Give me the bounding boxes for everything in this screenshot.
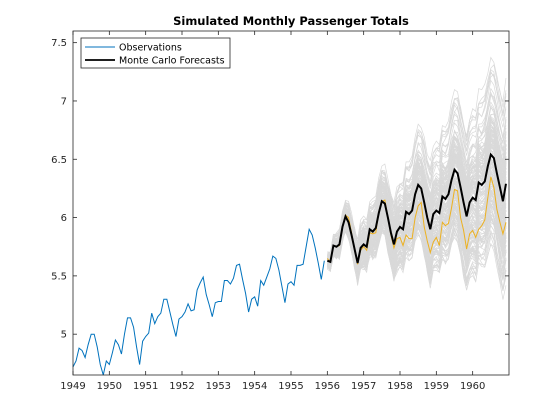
x-tick-label: 1955 [278,381,303,392]
simulation-path [327,134,507,261]
simulation-path [327,186,507,276]
simulation-path [327,70,507,256]
x-tick-label: 1954 [242,381,267,392]
x-tick-label: 1951 [133,381,158,392]
x-tick-label: 1952 [169,381,194,392]
x-tick-label: 1950 [97,381,122,392]
simulation-path [327,212,507,282]
y-tick-label: 5.5 [51,271,67,282]
x-tick-label: 1960 [460,381,485,392]
legend-label-observations: Observations [119,43,182,54]
x-tick-label: 1957 [351,381,376,392]
x-tick-label: 1949 [60,381,85,392]
series-line-forecast-mean [326,152,507,264]
x-tick-label: 1959 [424,381,449,392]
y-tick-label: 7.5 [51,38,67,49]
y-tick-label: 6.5 [51,155,67,166]
y-axis: 5 5.5 6 6.5 7 7.5 [51,38,509,341]
legend: Observations Monte Carlo Forecasts [80,37,231,69]
x-tick-label: 1953 [206,381,231,392]
x-tick-label: 1956 [315,381,340,392]
y-tick-label: 7 [61,96,67,107]
series-line-observations [72,227,325,376]
chart-title: Simulated Monthly Passenger Totals [173,14,409,28]
y-tick-label: 6 [61,213,67,224]
series-lines [72,152,507,376]
monte-carlo-simulation-paths [327,56,507,300]
x-tick-label: 1958 [387,381,412,392]
y-tick-label: 5 [61,330,67,341]
legend-label-forecasts: Monte Carlo Forecasts [119,56,225,67]
x-axis: 1949 1950 1951 1952 1953 1954 1955 1956 1957 1958… [60,31,485,392]
legend-box [80,37,231,69]
simulation-path [327,214,507,284]
